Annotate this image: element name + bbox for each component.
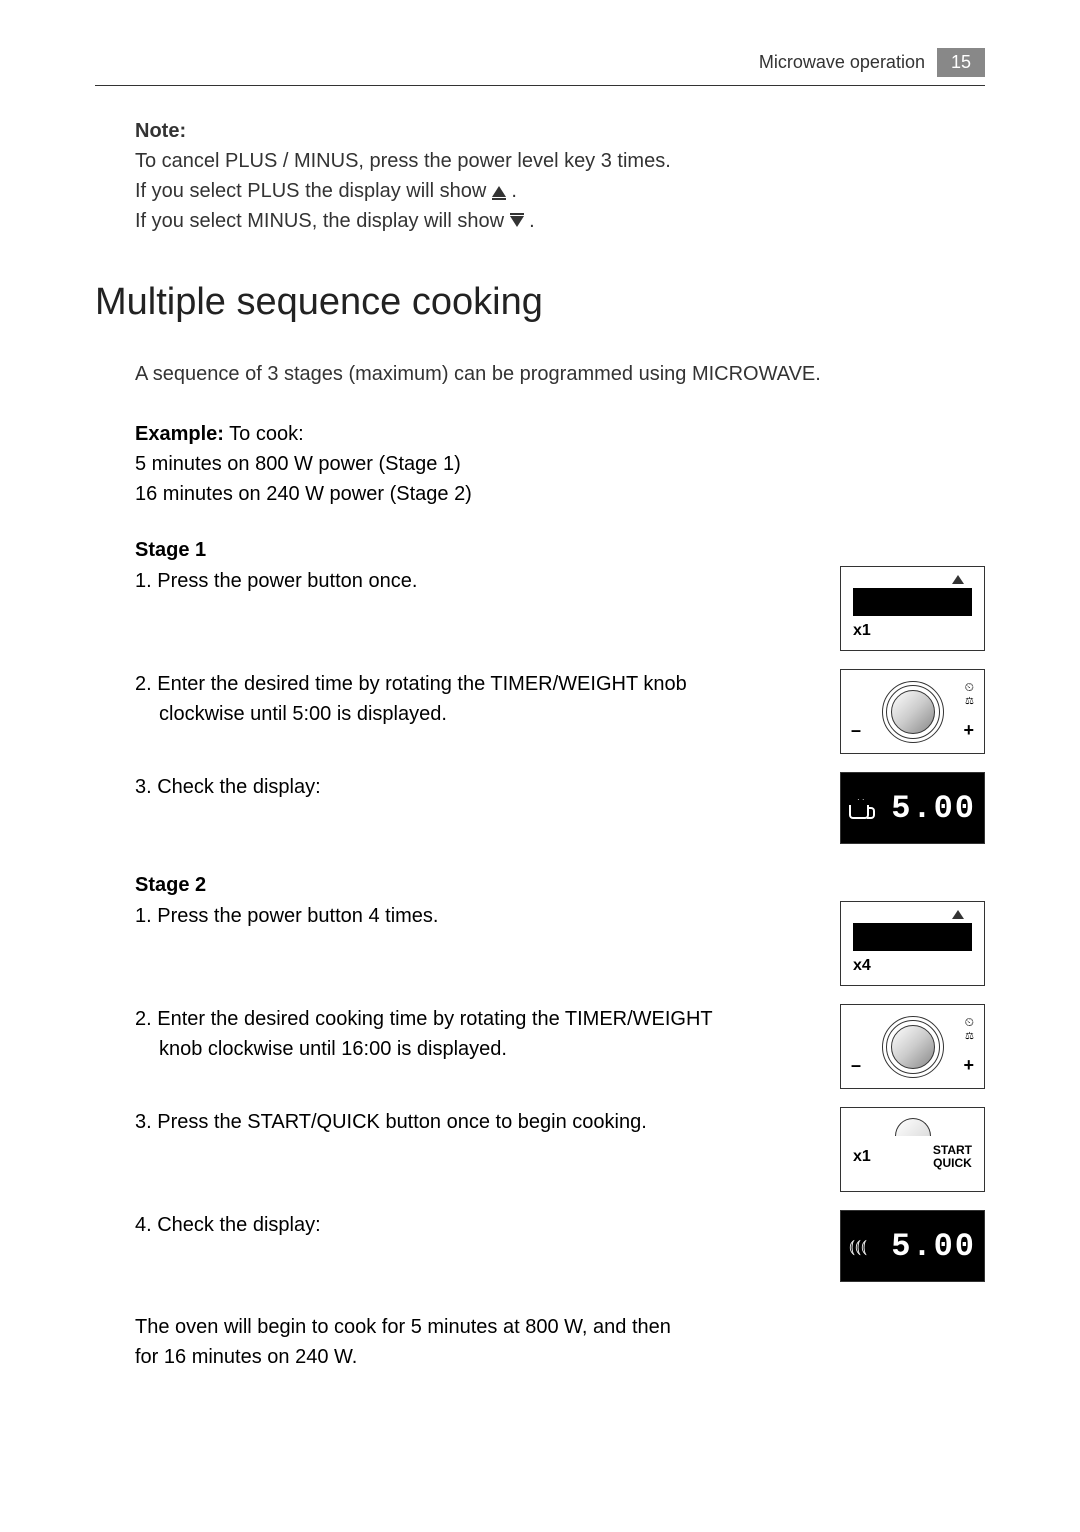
start-dome-icon <box>895 1118 931 1136</box>
start-label: START QUICK <box>933 1144 972 1170</box>
button-bar <box>853 588 972 616</box>
power-button-diagram: x1 <box>840 566 985 651</box>
stage1-step3-row: 3. Check the display: · · 5.00 <box>135 772 985 844</box>
knob-outer <box>882 1016 944 1078</box>
knob-plus: + <box>963 720 974 741</box>
cup-icon: · · <box>849 797 879 819</box>
stage1-step3: 3. Check the display: <box>135 772 840 802</box>
example-block: Example: To cook: 5 minutes on 800 W pow… <box>135 419 985 509</box>
waves-cup-icon: ⦅⦅⦅ <box>849 1236 879 1257</box>
stage2-step4: 4. Check the display: <box>135 1210 840 1240</box>
note-title: Note: <box>135 120 186 142</box>
example-label: Example: <box>135 423 224 445</box>
note-block: Note: To cancel PLUS / MINUS, press the … <box>135 116 985 236</box>
display-time: 5.00 <box>891 790 976 827</box>
note-line2b: . <box>511 180 517 202</box>
stage2-step3: 3. Press the START/QUICK button once to … <box>135 1107 840 1137</box>
knob-inner <box>891 1025 935 1069</box>
weight-icon: ⚖ <box>965 1031 974 1042</box>
start-button-diagram: x1 START QUICK <box>840 1107 985 1192</box>
stage1-step2-row: 2. Enter the desired time by rotating th… <box>135 669 985 754</box>
knob-minus: – <box>851 720 861 741</box>
note-line3a: If you select MINUS, the display will sh… <box>135 210 510 232</box>
example-line2: 16 minutes on 240 W power (Stage 2) <box>135 483 472 505</box>
clock-icon: ⏲ <box>965 680 974 695</box>
knob-outer <box>882 681 944 743</box>
display-diagram: ⦅⦅⦅ 5.00 <box>840 1210 985 1282</box>
button-bar <box>853 923 972 951</box>
note-line2a: If you select PLUS the display will show <box>135 180 492 202</box>
press-count: x4 <box>853 957 972 975</box>
stage2-step1: 1. Press the power button 4 times. <box>135 901 840 931</box>
plus-icon <box>492 186 506 197</box>
weight-icon: ⚖ <box>965 696 974 707</box>
intro-text: A sequence of 3 stages (maximum) can be … <box>135 359 985 389</box>
stage2-step2-row: 2. Enter the desired cooking time by rot… <box>135 1004 985 1089</box>
timer-knob-diagram: ⏲ ⚖ – + <box>840 1004 985 1089</box>
timer-knob-diagram: ⏲ ⚖ – + <box>840 669 985 754</box>
power-triangle-icon <box>952 910 964 919</box>
minus-icon <box>510 216 524 227</box>
note-line3b: . <box>529 210 535 232</box>
start-count: x1 <box>853 1148 871 1166</box>
conclusion: The oven will begin to cook for 5 minute… <box>135 1312 985 1372</box>
stage1-step1: 1. Press the power button once. <box>135 566 840 596</box>
example-line1: 5 minutes on 800 W power (Stage 1) <box>135 453 461 475</box>
power-button-diagram: x4 <box>840 901 985 986</box>
section-title: Microwave operation <box>759 52 925 73</box>
stage2-step3-row: 3. Press the START/QUICK button once to … <box>135 1107 985 1192</box>
display-time: 5.00 <box>891 1228 976 1265</box>
clock-icon: ⏲ <box>965 1015 974 1030</box>
stage2-title: Stage 2 <box>135 874 985 897</box>
stage2-step1-row: 1. Press the power button 4 times. x4 <box>135 901 985 986</box>
display-diagram: · · 5.00 <box>840 772 985 844</box>
press-count: x1 <box>853 622 972 640</box>
knob-plus: + <box>963 1055 974 1076</box>
knob-ring <box>886 685 940 739</box>
page-number: 15 <box>937 48 985 77</box>
page-header: Microwave operation 15 <box>95 48 985 86</box>
stage1-step2: 2. Enter the desired time by rotating th… <box>135 669 840 729</box>
knob-inner <box>891 690 935 734</box>
main-heading: Multiple sequence cooking <box>95 281 985 324</box>
stage2-step4-row: 4. Check the display: ⦅⦅⦅ 5.00 <box>135 1210 985 1282</box>
stage1-section: Stage 1 1. Press the power button once. … <box>135 539 985 844</box>
stage2-section: Stage 2 1. Press the power button 4 time… <box>135 874 985 1282</box>
stage2-step2: 2. Enter the desired cooking time by rot… <box>135 1004 840 1064</box>
stage1-step1-row: 1. Press the power button once. x1 <box>135 566 985 651</box>
knob-ring <box>886 1020 940 1074</box>
knob-minus: – <box>851 1055 861 1076</box>
stage1-title: Stage 1 <box>135 539 985 562</box>
example-text: To cook: <box>229 423 303 445</box>
power-triangle-icon <box>952 575 964 584</box>
note-line1: To cancel PLUS / MINUS, press the power … <box>135 150 671 172</box>
